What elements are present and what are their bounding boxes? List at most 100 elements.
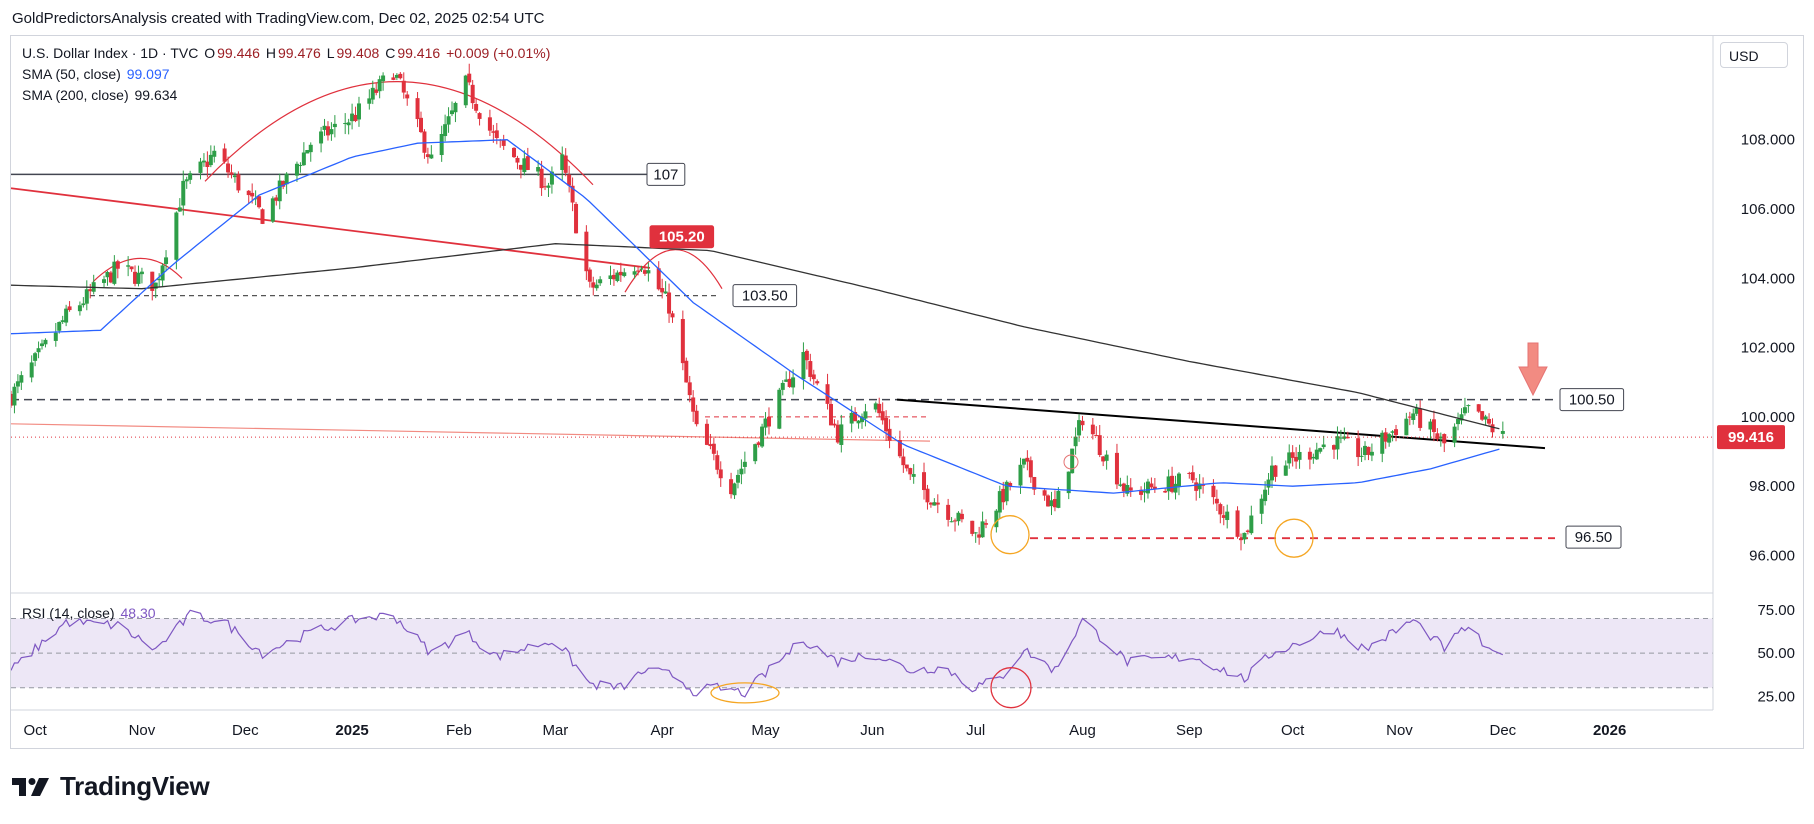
candle-body [1125,485,1130,494]
candle-body [1049,500,1054,507]
candle-body [622,272,627,277]
tradingview-brand[interactable]: TradingView [12,771,210,802]
candle-body [594,284,599,289]
right-shoulder-arc [624,249,723,293]
candle-body [343,123,348,125]
time-tick-label: 2026 [1593,722,1626,739]
candle-body [208,154,213,166]
candle-body [126,265,131,267]
candle-body [808,361,813,377]
candle-body [704,423,709,445]
candle-body [377,79,382,92]
level-label-107-box [646,162,686,186]
currency-selector[interactable]: USD [1720,42,1788,68]
candle-body [1394,429,1399,436]
candle-body [36,348,41,353]
candle-body [1190,472,1195,481]
candle-body [884,417,889,432]
candle-body [1101,456,1106,462]
candle-body [1163,491,1168,493]
candle-body [1487,418,1492,424]
price-legend: U.S. Dollar Index · 1D · TVC O 99.446 H 99… [22,45,552,61]
candle-body [284,173,289,185]
candle-body [525,156,530,170]
candle-body [1338,437,1343,439]
candle-body [181,180,186,206]
rsi-label: RSI (14, close) [22,605,115,621]
candle-body [153,282,158,289]
candle-body [684,360,689,383]
candle-body [980,521,985,538]
candle-body [81,303,86,306]
level-label-107: 107 [653,166,678,183]
candle-body [463,75,468,106]
candle-body [394,74,399,78]
sma50-legend: SMA (50, close) 99.097 [22,66,172,82]
candle-body [1266,479,1271,488]
candle-body [1176,473,1181,487]
candle-body [270,198,275,222]
candle-body [105,271,110,278]
candle-body [33,353,38,361]
candle-body [1259,498,1264,514]
candle-body [1263,489,1268,502]
candle-body [849,412,854,424]
candle-body [518,164,523,170]
candle-body [1173,483,1178,493]
candle-body [636,270,641,272]
change-value: +0.009 (+0.01%) [446,45,551,61]
candle-body [1483,416,1488,420]
close-label: C [385,45,396,61]
candle-body [257,196,262,208]
candle-body [567,174,572,186]
level-label-96.50: 96.50 [1575,529,1613,546]
candle-body [367,98,372,104]
candle-body [325,126,330,136]
candle-body [1052,499,1057,508]
candle-body [322,125,327,130]
candle-body [1307,451,1312,460]
candle-body [1311,456,1316,459]
candle-body [897,440,902,457]
candle-body [281,180,286,187]
candle-body [174,212,179,260]
level-label-100.50: 100.50 [1569,392,1615,409]
candle-body [102,279,107,283]
candle-body [415,98,420,120]
candle-body [308,144,313,153]
candle-body [536,167,541,172]
candle-body [953,520,958,522]
candle-body [391,77,396,80]
candle-body [1359,455,1364,457]
low-label: L [326,45,335,61]
open-value: 99.446 [217,45,260,61]
candle-body [1404,418,1409,436]
candle-body [1283,465,1288,476]
candle-body [425,154,430,158]
candle-body [443,124,448,137]
time-tick-label: Jun [860,722,884,739]
candle-body [1335,436,1340,450]
candle-body [984,523,989,525]
candle-body [584,231,589,272]
candle-body [742,461,747,467]
candle-body [997,491,1002,513]
candle-body [904,464,909,469]
candle-body [1139,489,1144,495]
candle-body [1314,449,1319,460]
chart-frame [10,35,1804,749]
candle-body [226,163,231,173]
candle-body [108,272,113,283]
candle-body [687,382,692,396]
level-label-105.20-box [649,225,715,249]
candle-body [232,175,237,178]
candle-body [1452,426,1457,443]
candle-body [587,269,592,282]
candle-body [150,271,155,291]
low-circle-jul [990,515,1030,555]
candle-body [1201,484,1206,486]
candle-body [1152,486,1157,490]
candle-body [1363,445,1368,456]
candle-body [60,320,65,322]
